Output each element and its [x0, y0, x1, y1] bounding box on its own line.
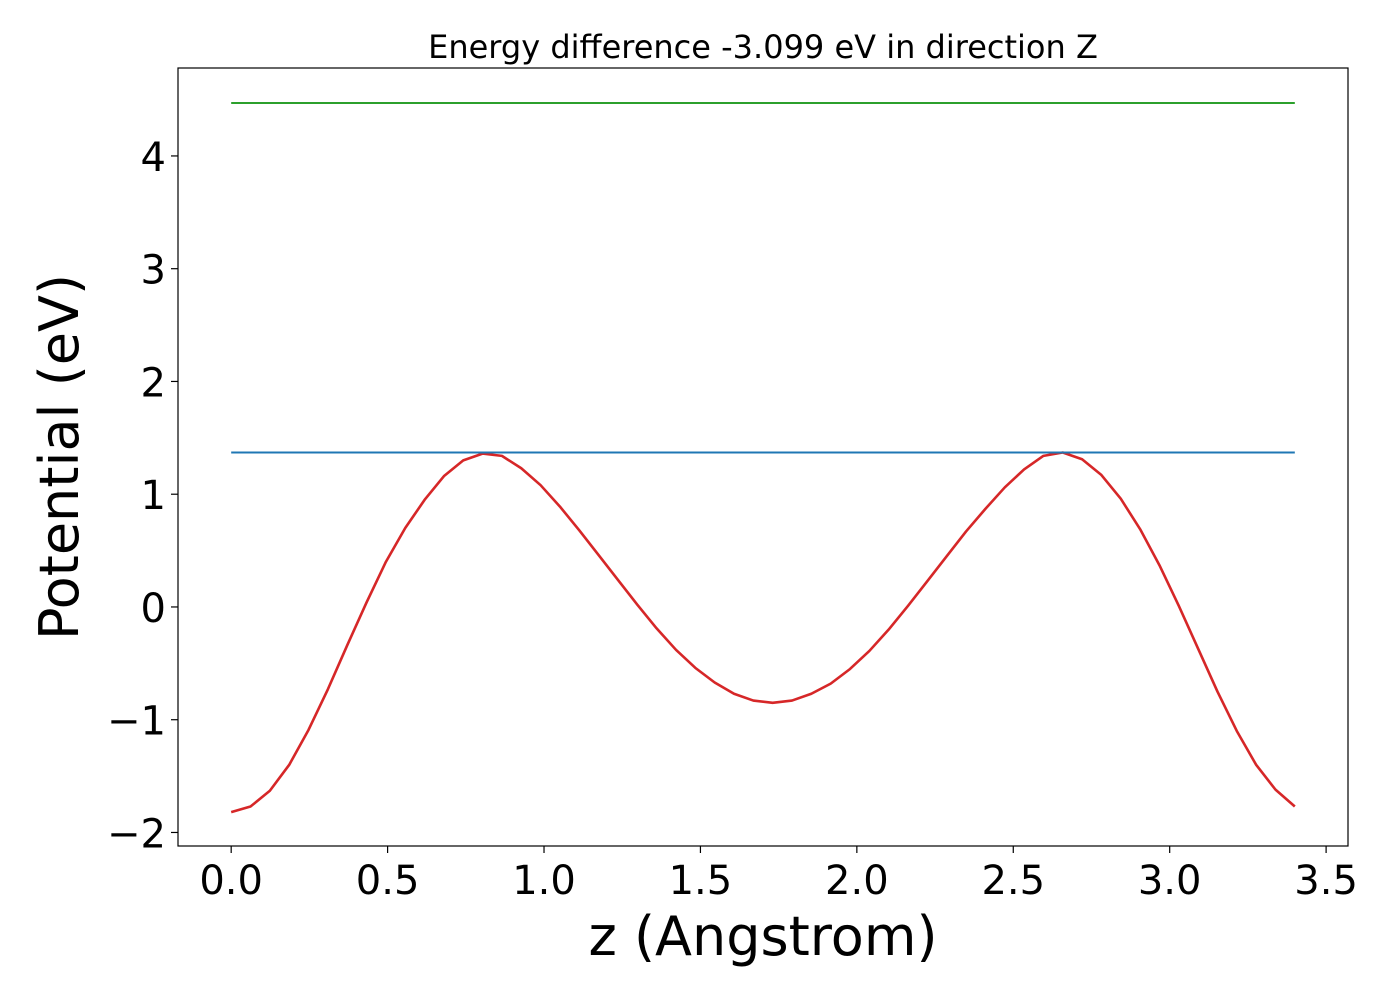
series-layer: [230, 101, 1296, 814]
y-tick-label: 4: [141, 135, 166, 181]
x-tick-label: 2.0: [825, 858, 889, 904]
x-tick-label: 1.0: [512, 858, 576, 904]
x-tick-label: 0.0: [199, 858, 263, 904]
y-axis-ticks: −2 −1 0 1 2 3 4: [107, 135, 178, 857]
y-tick-label: −1: [107, 699, 166, 745]
y-axis-title: Potential (eV): [28, 274, 91, 640]
y-tick-label: −2: [107, 811, 166, 857]
y-tick-label: 0: [141, 586, 166, 632]
y-tick-label: 2: [141, 360, 166, 406]
chart-title: Energy difference -3.099 eV in direction…: [428, 28, 1098, 66]
x-tick-label: 1.5: [669, 858, 733, 904]
x-tick-label: 0.5: [356, 858, 420, 904]
plot-area-frame: [177, 67, 1349, 847]
y-tick-label: 1: [141, 473, 166, 519]
x-axis-title: z (Angstrom): [588, 905, 937, 968]
x-tick-label: 2.5: [981, 858, 1045, 904]
y-tick-label: 3: [141, 248, 166, 294]
series-line-0: [230, 451, 1296, 814]
x-axis-ticks: 0.0 0.5 1.0 1.5 2.0 2.5 3.0 3.5: [199, 846, 1358, 904]
x-tick-label: 3.5: [1294, 858, 1358, 904]
x-tick-label: 3.0: [1138, 858, 1202, 904]
